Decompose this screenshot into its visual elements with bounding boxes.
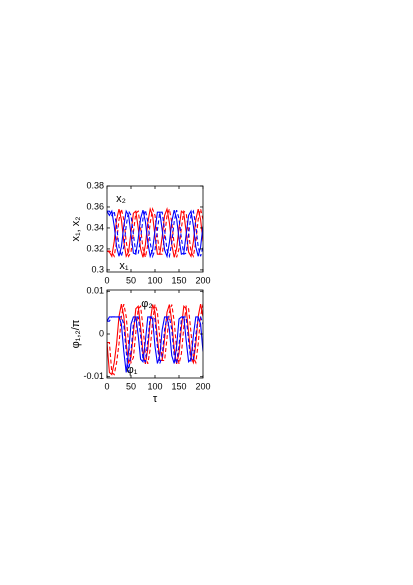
x-axis-label: τ	[153, 393, 158, 405]
y-tick-label: 0.38	[86, 180, 104, 190]
x-tick-label: 0	[104, 275, 109, 285]
annotation: φ₁	[127, 364, 138, 376]
series-line	[107, 303, 203, 376]
x-tick-label: 50	[126, 381, 136, 391]
x-tick-label: 150	[171, 381, 186, 391]
annotation: x₁	[119, 260, 129, 272]
series-line	[107, 209, 203, 259]
y-tick-label: -0.01	[83, 371, 104, 381]
annotation: x₂	[116, 193, 126, 205]
y-tick-label: 0.32	[86, 243, 104, 253]
series-line	[107, 316, 203, 373]
x-tick-label: 150	[171, 275, 186, 285]
x-tick-label: 200	[195, 381, 210, 391]
y-tick-label: 0.3	[91, 264, 104, 274]
x-tick-label: 200	[195, 275, 210, 285]
series-line	[107, 316, 203, 373]
y-tick-label: 0.01	[86, 286, 104, 296]
x-tick-label: 100	[147, 275, 162, 285]
x-tick-label: 50	[126, 275, 136, 285]
series-line	[107, 209, 203, 259]
series-line	[107, 207, 203, 258]
y-tick-label: 0.34	[86, 222, 104, 232]
y-axis-label: φ₁,₂/π	[70, 319, 82, 348]
x-tick-label: 100	[147, 381, 162, 391]
x-tick-label: 0	[104, 381, 109, 391]
y-tick-label: 0.36	[86, 201, 104, 211]
series-line	[107, 303, 203, 376]
y-tick-label: 0	[99, 328, 104, 338]
subplot: 0 50 100 150 200 0.3 0.32 0.34 0.36 0.38 x₁, x₂ x₂ x…	[70, 180, 211, 285]
y-axis-label: x₁, x₂	[70, 216, 82, 241]
annotation: φ₂	[141, 298, 152, 310]
